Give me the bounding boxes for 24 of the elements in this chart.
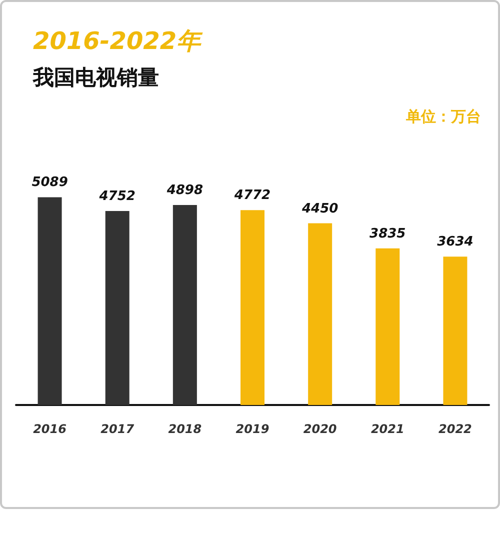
x-tick-label: 2022	[438, 422, 472, 436]
bar	[38, 197, 62, 405]
bar	[443, 256, 468, 405]
data-label: 4898	[166, 183, 204, 198]
x-tick-label: 2017	[100, 422, 135, 436]
data-label: 3835	[370, 226, 406, 242]
chart-subtitle: 我国电视销量	[32, 66, 159, 90]
bar	[308, 223, 332, 405]
x-tick-label: 2018	[168, 422, 202, 436]
x-tick-label: 2020	[303, 422, 337, 436]
bar	[240, 210, 264, 405]
data-label: 4772	[233, 188, 271, 204]
chart-title: 2016-2022年	[33, 27, 204, 55]
data-label: 3634	[437, 234, 474, 250]
bar	[105, 210, 130, 405]
data-label: 4450	[300, 201, 338, 216]
x-tick-label: 2021	[370, 422, 404, 436]
bar	[172, 205, 197, 405]
x-tick-label: 2016	[33, 422, 66, 436]
data-label: 4752	[98, 188, 136, 204]
data-label: 5089	[32, 175, 68, 190]
y-axis-title: 单位：万台	[405, 108, 481, 126]
bar	[376, 248, 400, 405]
x-tick-label: 2019	[236, 422, 270, 436]
